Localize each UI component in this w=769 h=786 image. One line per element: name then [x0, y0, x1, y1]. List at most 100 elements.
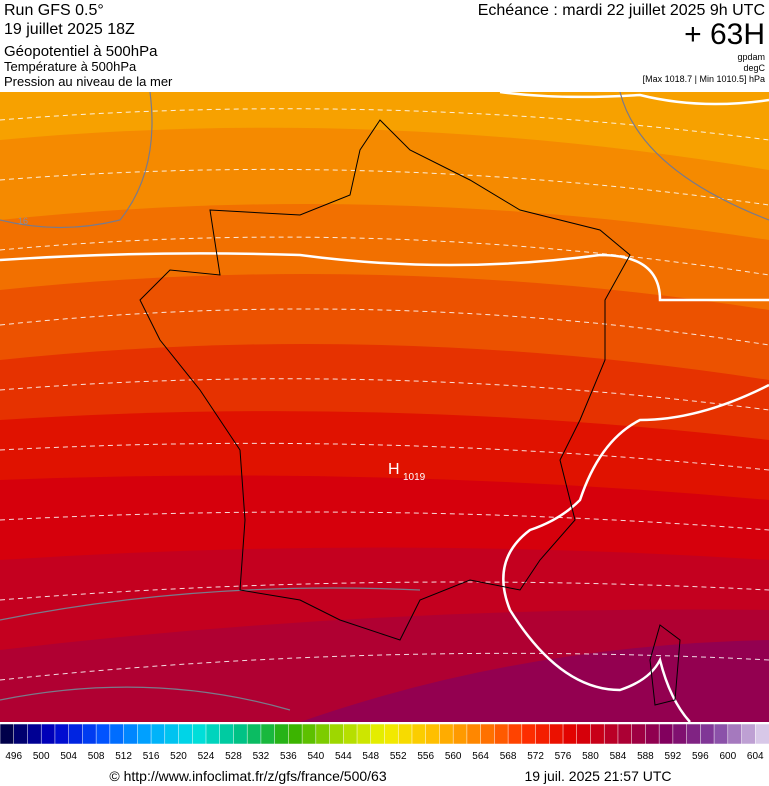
colorbar-label: 520 — [170, 751, 187, 762]
colorbar-swatch — [27, 723, 42, 745]
colorbar-swatch — [590, 723, 605, 745]
colorbar-swatch — [631, 723, 647, 745]
isotherm-label: 16 — [18, 216, 28, 226]
isotherms — [0, 108, 769, 681]
colorbar-swatch — [205, 723, 221, 745]
colorbar-swatch — [439, 723, 454, 745]
colorbar-swatch — [658, 723, 674, 745]
pressure-range: [Max 1018.7 | Min 1010.5] hPa — [643, 74, 765, 84]
colorbar-label: 580 — [582, 751, 599, 762]
colorbar-swatch — [535, 723, 551, 745]
colorbar-swatch — [260, 723, 276, 745]
colorbar-label: 552 — [390, 751, 407, 762]
colorbar-swatch — [109, 723, 125, 745]
colorbar-label: 524 — [198, 751, 215, 762]
colorbar-swatch — [466, 723, 482, 745]
colorbar-swatch — [95, 723, 111, 745]
colorbar-swatch — [246, 723, 262, 745]
colorbar-swatch — [645, 723, 660, 745]
colorbar-label: 496 — [5, 751, 22, 762]
colorbar-swatch — [370, 723, 386, 745]
colorbar-swatch — [425, 723, 441, 745]
colorbar-swatch — [576, 723, 592, 745]
colorbar-swatch — [411, 723, 427, 745]
colorbar-label: 516 — [143, 751, 160, 762]
colorbar-swatch — [54, 723, 70, 745]
temperature-lines — [0, 92, 769, 711]
colorbar-swatch — [178, 723, 193, 745]
colorbar-label: 576 — [555, 751, 572, 762]
colorbar-swatch — [452, 723, 468, 745]
forecast-time: Echéance : mardi 22 juillet 2025 9h UTC — [478, 2, 765, 19]
colorbar-swatch — [755, 723, 769, 745]
colorbar-label: 588 — [637, 751, 654, 762]
colorbar: 496 500 504 508 512 516 520 524 528 532 536 540 544 5… — [0, 723, 769, 762]
run-date: 19 juillet 2025 18Z — [4, 21, 135, 38]
colorbar-label: 592 — [665, 751, 682, 762]
colorbar-label: 540 — [307, 751, 324, 762]
colorbar-swatch — [219, 723, 235, 745]
timestamp: 19 juil. 2025 21:57 UTC — [524, 768, 671, 784]
colorbar-label: 584 — [610, 751, 627, 762]
colorbar-label: 560 — [445, 751, 462, 762]
colorbar-swatch — [301, 723, 317, 745]
colorbar-swatch — [521, 723, 537, 745]
colorbar-swatch — [233, 723, 248, 745]
colorbar-label: 528 — [225, 751, 242, 762]
colorbar-swatch — [617, 723, 633, 745]
source-url: © http://www.infoclimat.fr/z/gfs/france/… — [109, 768, 386, 784]
run-title: Run GFS 0.5° — [4, 2, 104, 19]
colorbar-label: 604 — [747, 751, 764, 762]
colorbar-swatch — [329, 723, 345, 745]
colorbar-swatch — [686, 723, 702, 745]
colorbar-swatch — [603, 723, 619, 745]
colorbar-swatch — [137, 723, 152, 745]
isobars — [0, 92, 769, 722]
colorbar-swatch — [13, 723, 29, 745]
colorbar-swatch — [150, 723, 166, 745]
high-symbol: H — [388, 461, 400, 478]
colorbar-label: 508 — [88, 751, 105, 762]
colorbar-swatch — [397, 723, 413, 745]
coastline — [139, 119, 631, 641]
colorbar-label: 532 — [253, 751, 270, 762]
colorbar-swatch — [700, 723, 715, 745]
colorbar-label: 564 — [472, 751, 489, 762]
map: 16 H 1019 — [0, 92, 769, 722]
field-pressure: Pression au niveau de la mer — [4, 74, 173, 89]
colorbar-swatch — [713, 723, 729, 745]
colorbar-swatch — [288, 723, 303, 745]
colorbar-swatch — [741, 723, 757, 745]
corsica — [649, 624, 681, 706]
colorbar-swatch — [40, 723, 56, 745]
colorbar-swatch — [727, 723, 743, 745]
colorbar-label: 600 — [719, 751, 736, 762]
colorbar-swatch — [384, 723, 399, 745]
colorbar-swatch — [562, 723, 578, 745]
band — [300, 640, 769, 722]
field-geopotential: Géopotentiel à 500hPa — [4, 43, 158, 60]
colorbar-swatch — [0, 723, 15, 745]
colorbar-label: 504 — [60, 751, 77, 762]
unit-degc: degC — [743, 63, 765, 73]
colorbar-label: 512 — [115, 751, 132, 762]
colorbar-swatch — [480, 723, 496, 745]
colorbar-swatch — [343, 723, 358, 745]
colorbar-swatch — [164, 723, 180, 745]
colorbar-swatch — [68, 723, 84, 745]
colorbar-swatch — [494, 723, 509, 745]
colorbar-swatch — [549, 723, 564, 745]
colorbar-swatch — [192, 723, 207, 745]
colorbar-swatch — [672, 723, 688, 745]
field-temperature: Température à 500hPa — [4, 59, 137, 74]
high-value: 1019 — [403, 472, 426, 483]
colorbar-label: 500 — [33, 751, 50, 762]
colorbar-label: 548 — [362, 751, 379, 762]
colorbar-swatch — [507, 723, 523, 745]
colorbar-label: 568 — [500, 751, 517, 762]
colorbar-label: 596 — [692, 751, 709, 762]
colorbar-label: 536 — [280, 751, 297, 762]
colorbar-swatch — [123, 723, 139, 745]
colorbar-label: 556 — [417, 751, 434, 762]
